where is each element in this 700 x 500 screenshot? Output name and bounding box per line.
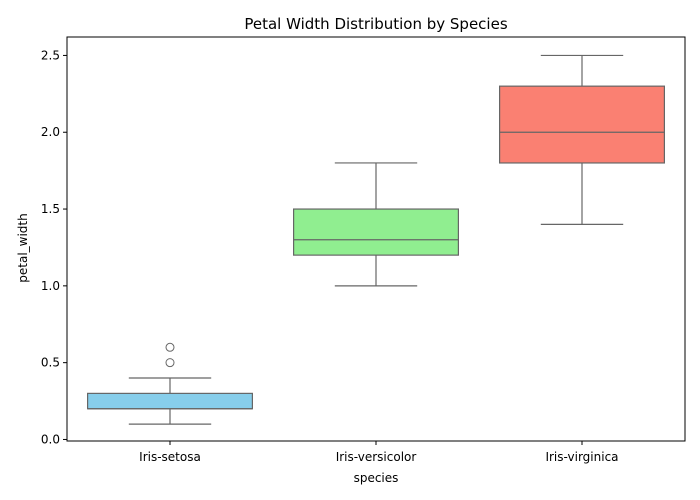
y-axis-label: petal_width (16, 213, 30, 282)
x-tick-label: Iris-virginica (545, 450, 618, 464)
x-axis: Iris-setosa Iris-versicolor Iris-virginica (139, 441, 619, 464)
outlier-point (165, 358, 175, 368)
x-axis-label: species (354, 471, 399, 485)
y-tick-label: 0.5 (41, 356, 60, 370)
y-tick-label: 2.5 (41, 48, 60, 62)
chart-title: Petal Width Distribution by Species (244, 15, 507, 33)
plot-frame (66, 36, 686, 442)
box-group-iris-setosa (86, 342, 254, 425)
box-group-iris-versicolor (293, 162, 460, 287)
iqr-box (499, 85, 666, 164)
iqr-box (86, 392, 254, 410)
outlier-point (165, 342, 175, 352)
x-tick-label: Iris-versicolor (336, 450, 417, 464)
box-group-iris-virginica (499, 54, 666, 226)
y-axis: 0.0 0.5 1.0 1.5 2.0 2.5 (41, 48, 67, 446)
plot-area (86, 54, 666, 425)
iqr-box (293, 208, 460, 256)
y-tick-label: 1.0 (41, 279, 60, 293)
y-tick-label: 2.0 (41, 125, 60, 139)
y-tick-label: 1.5 (41, 202, 60, 216)
x-tick-label: Iris-setosa (139, 450, 201, 464)
y-tick-label: 0.0 (41, 432, 60, 446)
